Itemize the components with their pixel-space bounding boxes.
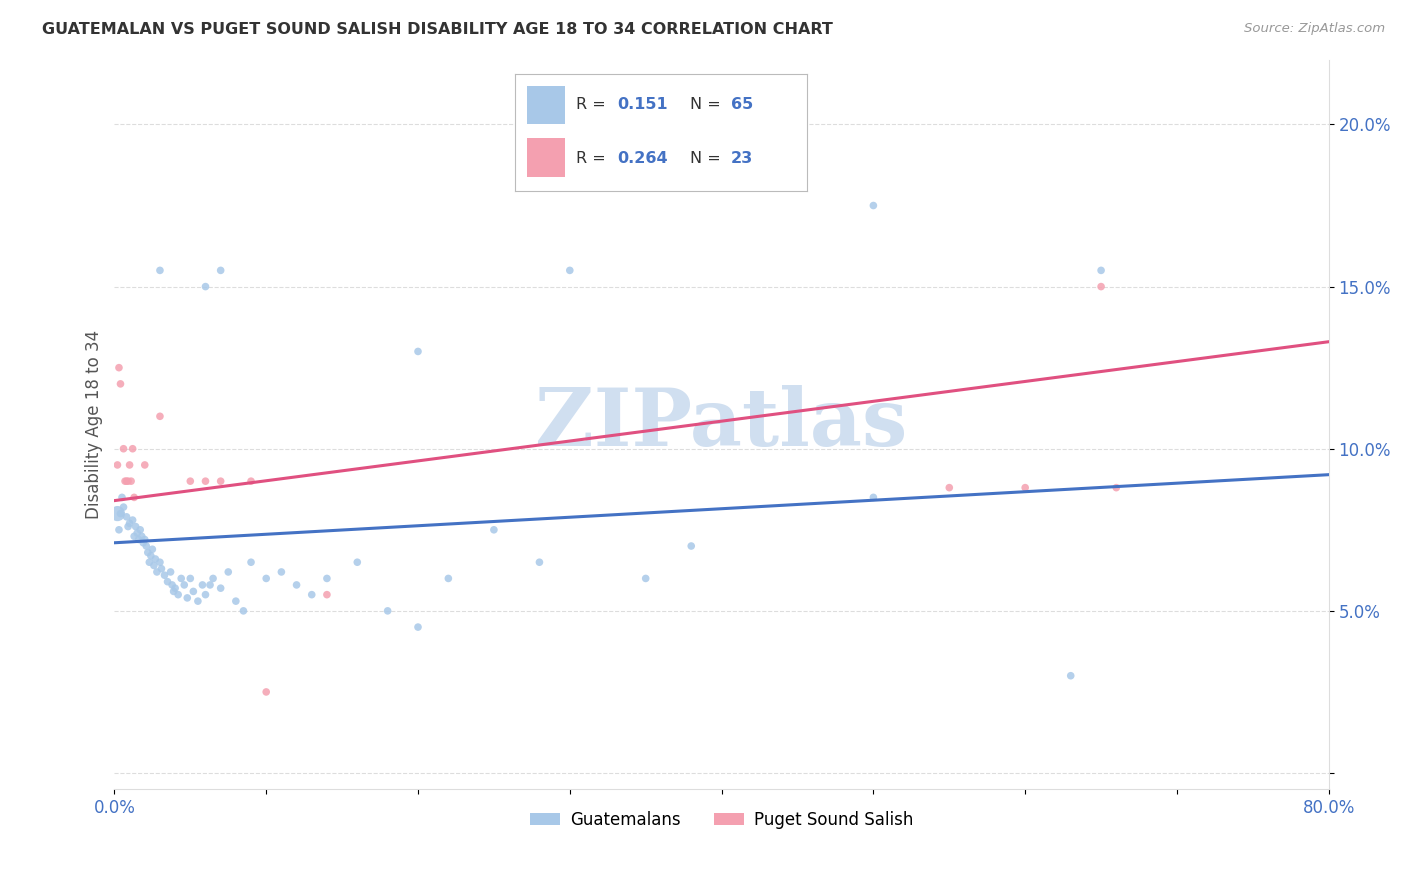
Point xyxy=(124,519,146,533)
Point xyxy=(129,523,152,537)
Point xyxy=(316,571,339,585)
Point xyxy=(406,620,429,634)
Point xyxy=(121,513,143,527)
Point xyxy=(107,458,129,472)
Point xyxy=(194,588,217,602)
Point xyxy=(437,571,460,585)
Point xyxy=(194,474,217,488)
Point xyxy=(377,604,399,618)
Point xyxy=(132,535,155,549)
Point xyxy=(209,263,232,277)
Point xyxy=(117,519,139,533)
Point xyxy=(316,588,339,602)
Point xyxy=(118,516,141,531)
Point xyxy=(217,565,239,579)
Legend: Guatemalans, Puget Sound Salish: Guatemalans, Puget Sound Salish xyxy=(523,805,920,836)
Point xyxy=(149,409,172,424)
Point xyxy=(107,507,129,521)
Point xyxy=(1090,279,1112,293)
Point xyxy=(232,604,254,618)
Point xyxy=(114,474,136,488)
Point xyxy=(111,491,134,505)
Point xyxy=(149,263,172,277)
Point xyxy=(173,578,195,592)
Point xyxy=(1090,263,1112,277)
Point xyxy=(131,529,153,543)
Point xyxy=(110,376,132,391)
Point xyxy=(139,549,162,563)
Point xyxy=(115,474,138,488)
Point xyxy=(634,571,657,585)
Point xyxy=(145,552,167,566)
Point xyxy=(118,458,141,472)
Point xyxy=(127,526,149,541)
Point xyxy=(149,555,172,569)
Point xyxy=(1014,481,1036,495)
Point xyxy=(183,584,205,599)
Point xyxy=(160,578,183,592)
Point xyxy=(938,481,960,495)
Text: ZIPatlas: ZIPatlas xyxy=(536,385,908,464)
Point xyxy=(240,555,263,569)
Point xyxy=(134,458,156,472)
Point xyxy=(254,571,277,585)
Point xyxy=(135,539,157,553)
Point xyxy=(170,571,193,585)
Text: Source: ZipAtlas.com: Source: ZipAtlas.com xyxy=(1244,22,1385,36)
Point xyxy=(141,542,163,557)
Point xyxy=(150,562,173,576)
Point xyxy=(176,591,198,605)
Point xyxy=(108,360,131,375)
Point xyxy=(142,558,165,573)
Point xyxy=(482,523,505,537)
Point xyxy=(301,588,323,602)
Point xyxy=(346,555,368,569)
Point xyxy=(240,474,263,488)
Point xyxy=(529,555,551,569)
Point xyxy=(1105,481,1128,495)
Point xyxy=(117,474,139,488)
Point xyxy=(270,565,292,579)
Y-axis label: Disability Age 18 to 34: Disability Age 18 to 34 xyxy=(86,330,103,519)
Point xyxy=(138,555,160,569)
Point xyxy=(153,568,176,582)
Point xyxy=(209,581,232,595)
Point xyxy=(122,491,145,505)
Point xyxy=(862,198,884,212)
Point xyxy=(115,509,138,524)
Point xyxy=(136,545,159,559)
Point xyxy=(209,474,232,488)
Point xyxy=(179,571,201,585)
Text: GUATEMALAN VS PUGET SOUND SALISH DISABILITY AGE 18 TO 34 CORRELATION CHART: GUATEMALAN VS PUGET SOUND SALISH DISABIL… xyxy=(42,22,832,37)
Point xyxy=(406,344,429,359)
Point xyxy=(108,523,131,537)
Point xyxy=(191,578,214,592)
Point xyxy=(128,533,150,547)
Point xyxy=(187,594,209,608)
Point xyxy=(558,263,581,277)
Point xyxy=(112,442,135,456)
Point xyxy=(121,442,143,456)
Point xyxy=(156,574,179,589)
Point xyxy=(167,588,190,602)
Point xyxy=(159,565,181,579)
Point xyxy=(162,584,184,599)
Point xyxy=(285,578,308,592)
Point xyxy=(165,581,187,595)
Point xyxy=(225,594,247,608)
Point xyxy=(194,279,217,293)
Point xyxy=(179,474,201,488)
Point xyxy=(862,491,884,505)
Point xyxy=(1060,669,1083,683)
Point xyxy=(254,685,277,699)
Point xyxy=(134,533,156,547)
Point xyxy=(146,565,169,579)
Point xyxy=(120,474,142,488)
Point xyxy=(110,507,132,521)
Point xyxy=(198,578,221,592)
Point xyxy=(202,571,225,585)
Point xyxy=(681,539,703,553)
Point xyxy=(122,529,145,543)
Point xyxy=(112,500,135,514)
